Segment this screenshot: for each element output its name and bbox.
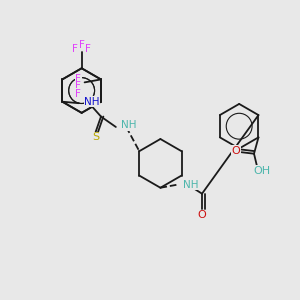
Text: F: F: [75, 81, 81, 91]
Text: NH: NH: [121, 121, 137, 130]
Text: F: F: [75, 89, 81, 99]
Text: NH: NH: [84, 97, 100, 107]
Text: O: O: [231, 146, 240, 156]
Text: OH: OH: [254, 166, 271, 176]
Text: S: S: [92, 132, 99, 142]
Text: F: F: [72, 44, 78, 54]
Text: F: F: [85, 44, 91, 54]
Text: F: F: [75, 74, 81, 83]
Text: F: F: [79, 40, 85, 50]
Text: NH: NH: [183, 180, 198, 190]
Text: O: O: [198, 210, 206, 220]
